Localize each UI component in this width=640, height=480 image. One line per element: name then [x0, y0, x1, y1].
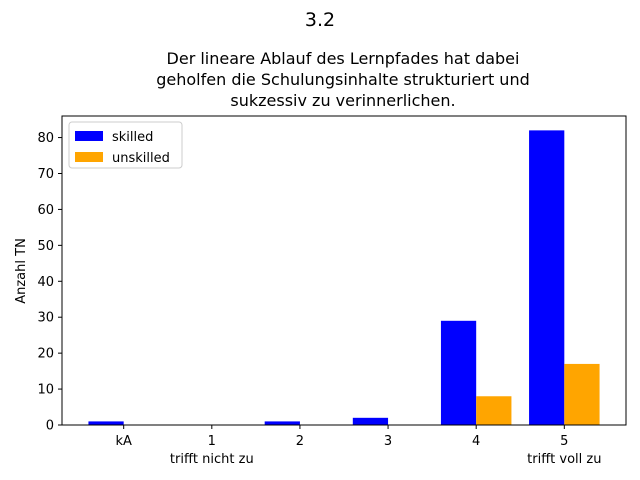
- x-tick-sublabel-5: trifft voll zu: [527, 452, 601, 467]
- y-tick-label-70: 70: [37, 167, 54, 182]
- y-tick-label-0: 0: [46, 419, 54, 434]
- legend-label-skilled: skilled: [112, 130, 153, 145]
- bar-skilled-3: [352, 417, 389, 425]
- bar-unskilled-5: [564, 363, 600, 425]
- bar-skilled-2: [264, 421, 300, 425]
- x-tick-label-3: 3: [384, 434, 392, 449]
- legend-swatch-unskilled: [75, 152, 103, 162]
- bar-skilled-kA: [88, 421, 124, 425]
- x-tick-label-1: 1: [208, 434, 216, 449]
- y-axis-label: Anzahl TN: [14, 238, 29, 304]
- chart-title-line-3: sukzessiv zu verinnerlichen.: [230, 91, 455, 110]
- plot-frame: [61, 115, 627, 426]
- y-tick-label-10: 10: [37, 383, 54, 398]
- legend-label-unskilled: unskilled: [112, 151, 170, 166]
- x-tick-sublabel-1: trifft nicht zu: [170, 452, 254, 467]
- y-tick-label-60: 60: [37, 203, 54, 218]
- y-tick-label-40: 40: [37, 275, 54, 290]
- legend-swatch-skilled: [75, 131, 103, 141]
- bar-unskilled-4: [476, 396, 512, 425]
- x-tick-label-4: 4: [472, 434, 480, 449]
- chart-title-line-2: geholfen die Schulungsinhalte strukturie…: [156, 70, 530, 89]
- chart-suptitle: 3.2: [305, 9, 335, 31]
- x-tick-label-2: 2: [296, 434, 304, 449]
- x-tick-label-5: 5: [560, 434, 568, 449]
- y-tick-label-30: 30: [37, 311, 54, 326]
- x-tick-label-kA: kA: [115, 434, 132, 449]
- y-tick-label-20: 20: [37, 347, 54, 362]
- y-tick-label-50: 50: [37, 239, 54, 254]
- bar-skilled-5: [529, 130, 565, 426]
- chart-title-line-1: Der lineare Ablauf des Lernpfades hat da…: [167, 49, 520, 68]
- y-tick-label-80: 80: [37, 131, 54, 146]
- bar-skilled-4: [440, 320, 477, 425]
